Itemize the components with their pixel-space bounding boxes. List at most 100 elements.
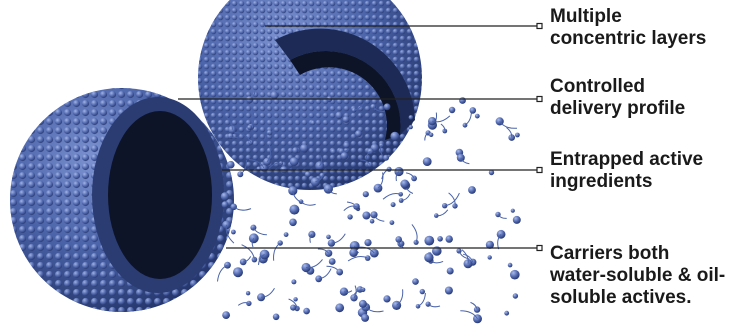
lipid-tail: [401, 193, 411, 201]
lipid-head: [383, 295, 391, 303]
lipid-tail: [251, 237, 255, 248]
lipid-head: [459, 97, 466, 104]
lipid-tail: [261, 288, 275, 298]
lipid-head: [408, 115, 414, 120]
lipid-head: [469, 107, 477, 114]
lipid-tail: [315, 172, 325, 183]
lipid-tail: [258, 254, 265, 265]
lipid-tail: [382, 192, 401, 200]
callout-carriers-actives: Carriers both water-soluble & oil- solub…: [550, 243, 726, 308]
lipid-tail: [217, 264, 228, 282]
lipid-tail: [353, 289, 364, 296]
lipid-tail: [266, 144, 272, 163]
lipid-head: [383, 103, 391, 111]
lipid-tail: [230, 135, 239, 139]
lipid-head: [220, 192, 230, 201]
lipid-tail: [372, 106, 385, 113]
lipid-head: [400, 179, 410, 189]
lipid-tail: [347, 255, 368, 262]
lipid-tail: [319, 155, 323, 167]
lipid-head: [272, 313, 280, 321]
lipid-tail: [432, 115, 451, 123]
lipid-head: [360, 287, 366, 293]
lipid-head: [289, 204, 300, 215]
lipid-head: [349, 248, 358, 257]
front-hemisphere: [10, 88, 234, 312]
lipid-tail: [233, 206, 252, 211]
lipid-head: [419, 288, 425, 295]
lipid-head: [361, 313, 370, 322]
lipid-head: [485, 240, 494, 249]
lipid-tail: [273, 242, 281, 261]
lipid-tail: [317, 248, 330, 254]
lipid-head: [488, 169, 495, 176]
lipid-head: [227, 160, 235, 169]
lipid-tail: [460, 310, 478, 320]
lipid-head: [389, 220, 395, 226]
lipid-head: [422, 157, 432, 167]
leader-end-entrapped: [536, 166, 543, 174]
lipid-tail: [327, 188, 337, 195]
lipid-head: [326, 234, 331, 240]
lipid-head: [515, 132, 520, 138]
leader-end-delivery: [536, 95, 543, 103]
lipid-head: [412, 278, 419, 285]
lipid-tail: [406, 172, 415, 179]
lipid-head: [358, 113, 363, 118]
lipid-head: [270, 91, 279, 100]
lipid-head: [293, 297, 298, 302]
lipid-tail: [462, 253, 474, 263]
lipid-tail: [365, 306, 384, 313]
lipid-head: [335, 303, 345, 313]
lipid-tail: [424, 132, 429, 141]
lipid-tail: [436, 209, 449, 217]
lipid-tail: [377, 172, 384, 189]
lipid-tail: [373, 214, 385, 222]
lipid-head: [448, 106, 456, 114]
lipid-head: [342, 116, 350, 123]
lipid-tail: [417, 292, 426, 307]
lipid-tail: [499, 121, 518, 129]
lipid-head: [335, 111, 343, 119]
lipid-tail: [460, 157, 470, 165]
lipid-head: [379, 143, 384, 148]
lipid-tail: [353, 285, 357, 299]
lipid-head: [445, 235, 453, 243]
lipid-tail: [331, 233, 346, 244]
lipid-head: [444, 286, 453, 295]
lipid-tail: [461, 249, 469, 264]
lipid-head: [429, 132, 434, 137]
lipid-tail: [288, 298, 298, 309]
lipid-head: [358, 299, 367, 308]
lipid-head: [222, 311, 231, 319]
lipid-tail: [341, 148, 350, 152]
lipid-head: [327, 239, 336, 247]
lipid-head: [288, 186, 298, 196]
lipid-tail: [306, 259, 323, 269]
lipid-head: [390, 131, 400, 141]
lipid-tail: [225, 224, 235, 244]
lipid-head: [233, 267, 243, 278]
lipid-head: [362, 211, 371, 220]
lipid-tail: [380, 145, 384, 158]
lipid-tail: [470, 301, 478, 310]
lipid-tail: [241, 244, 255, 260]
lipid-tail: [497, 214, 507, 219]
lipid-head: [424, 252, 434, 263]
lipid-head: [369, 218, 375, 224]
lipid-head: [510, 208, 515, 213]
leader-end-layers: [536, 22, 543, 30]
scattered-molecules: [217, 91, 521, 324]
lipid-head: [231, 229, 236, 235]
lipid-head: [289, 218, 297, 227]
lipid-tail: [222, 113, 233, 130]
lipid-head: [504, 310, 510, 316]
lipid-head: [310, 120, 316, 126]
lipid-head: [304, 171, 311, 178]
lipid-head: [474, 113, 480, 119]
lipid-tail: [240, 159, 247, 175]
lipid-head: [468, 186, 476, 194]
lipid-head: [512, 293, 519, 299]
callout-multiple-layers: Multiple concentric layers: [550, 6, 707, 49]
lipid-head: [364, 239, 372, 247]
